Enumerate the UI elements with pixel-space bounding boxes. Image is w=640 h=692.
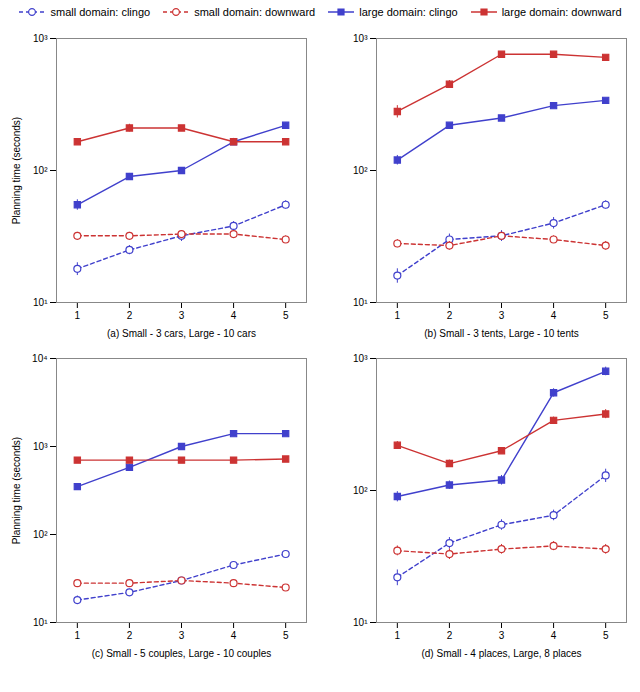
svg-text:5: 5 bbox=[603, 630, 609, 641]
svg-text:10²: 10² bbox=[33, 165, 48, 176]
svg-text:4: 4 bbox=[551, 630, 557, 641]
svg-text:(a) Small - 3 cars, Large - 10: (a) Small - 3 cars, Large - 10 cars bbox=[107, 328, 256, 339]
svg-text:1: 1 bbox=[395, 310, 401, 321]
svg-text:(b) Small - 3 tents, Large - 1: (b) Small - 3 tents, Large - 10 tents bbox=[424, 328, 579, 339]
svg-text:2: 2 bbox=[127, 630, 133, 641]
svg-text:(d) Small - 4 places, Large, 8: (d) Small - 4 places, Large, 8 places bbox=[421, 648, 581, 659]
svg-text:1: 1 bbox=[75, 630, 81, 641]
svg-text:2: 2 bbox=[127, 310, 133, 321]
svg-text:3: 3 bbox=[179, 310, 185, 321]
html-text:small domain: downward: small domain: downward bbox=[194, 6, 316, 18]
svg-text:1: 1 bbox=[75, 310, 81, 321]
svg-text:5: 5 bbox=[603, 310, 609, 321]
svg-text:10²: 10² bbox=[353, 165, 368, 176]
svg-text:2: 2 bbox=[447, 630, 453, 641]
html-text:small domain: clingo: small domain: clingo bbox=[50, 6, 151, 18]
svg-text:3: 3 bbox=[499, 310, 505, 321]
svg-text:3: 3 bbox=[179, 630, 185, 641]
svg-text:10³: 10³ bbox=[33, 441, 48, 452]
svg-text:10¹: 10¹ bbox=[353, 297, 368, 308]
svg-text:10²: 10² bbox=[33, 529, 48, 540]
svg-text:(c) Small - 5 couples, Large -: (c) Small - 5 couples, Large - 10 couple… bbox=[92, 648, 272, 659]
svg-text:10¹: 10¹ bbox=[33, 617, 48, 628]
svg-text:3: 3 bbox=[499, 630, 505, 641]
svg-text:5: 5 bbox=[283, 630, 289, 641]
svg-text:4: 4 bbox=[231, 630, 237, 641]
html-text:large domain: downward: large domain: downward bbox=[501, 6, 622, 18]
svg-text:2: 2 bbox=[447, 310, 453, 321]
svg-text:10¹: 10¹ bbox=[33, 297, 48, 308]
svg-text:10⁴: 10⁴ bbox=[32, 353, 47, 364]
svg-text:5: 5 bbox=[283, 310, 289, 321]
svg-text:1: 1 bbox=[395, 630, 401, 641]
svg-text:4: 4 bbox=[551, 310, 557, 321]
svg-text:10²: 10² bbox=[353, 485, 368, 496]
svg-text:Planning time (seconds): Planning time (seconds) bbox=[11, 437, 22, 544]
svg-text:4: 4 bbox=[231, 310, 237, 321]
svg-text:10¹: 10¹ bbox=[353, 617, 368, 628]
svg-text:Planning time (seconds): Planning time (seconds) bbox=[11, 117, 22, 224]
svg-text:10³: 10³ bbox=[33, 33, 48, 44]
html-text:large domain: clingo: large domain: clingo bbox=[359, 6, 458, 18]
svg-text:10³: 10³ bbox=[353, 353, 368, 364]
svg-text:10³: 10³ bbox=[353, 33, 368, 44]
